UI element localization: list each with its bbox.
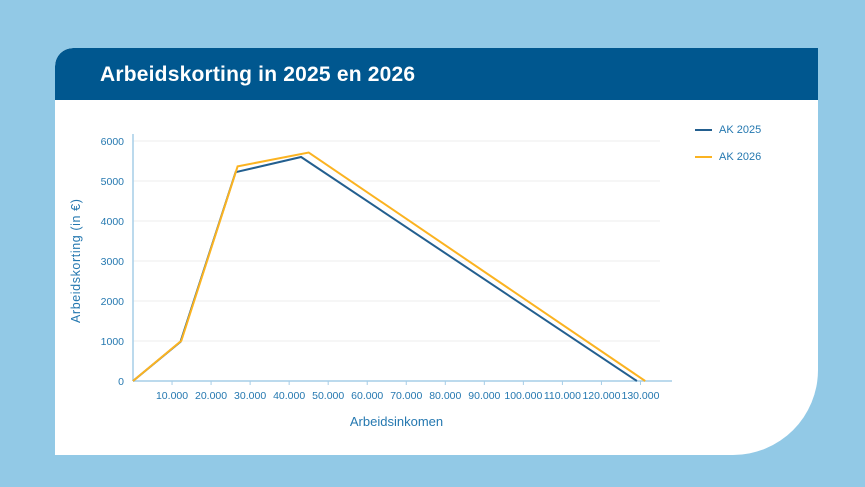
series-line-ak-2025 bbox=[132, 155, 638, 382]
x-tick-label: 50.000 bbox=[312, 390, 344, 402]
x-tick-label: 130.000 bbox=[621, 390, 659, 402]
legend-label-ak-2026: AK 2026 bbox=[719, 151, 762, 163]
x-tick-label: 40.000 bbox=[273, 390, 305, 402]
y-tick-label: 6000 bbox=[101, 136, 125, 148]
legend-swatch-ak-2025 bbox=[695, 129, 712, 131]
x-tick-label: 110.000 bbox=[544, 390, 581, 402]
x-tick-label: 80.000 bbox=[429, 390, 461, 402]
x-tick-label: 90.000 bbox=[468, 390, 500, 402]
x-tick-label: 30.000 bbox=[234, 390, 266, 402]
line-chart: 0 1000 2000 3000 4000 5000 6000 10.000 20.000 30.… bbox=[101, 134, 672, 402]
x-tick-label: 100.000 bbox=[504, 390, 542, 402]
y-tick-label: 5000 bbox=[101, 176, 125, 188]
legend-swatch-ak-2026 bbox=[695, 156, 712, 158]
series-line-ak-2026 bbox=[132, 151, 646, 382]
y-tick-label: 0 bbox=[118, 376, 124, 388]
x-tick-label: 60.000 bbox=[351, 390, 383, 402]
legend-item-ak-2025: AK 2025 bbox=[695, 124, 761, 136]
y-axis-title: Arbeidskorting (in €) bbox=[69, 198, 83, 323]
x-tick-label: 20.000 bbox=[195, 390, 227, 402]
y-tick-label: 3000 bbox=[101, 256, 125, 268]
x-tick-label: 70.000 bbox=[390, 390, 422, 402]
chart-legend: AK 2025 AK 2026 bbox=[695, 124, 761, 163]
y-tick-label: 2000 bbox=[101, 296, 125, 308]
y-tick-label: 4000 bbox=[101, 216, 125, 228]
legend-item-ak-2026: AK 2026 bbox=[695, 151, 761, 163]
chart-header: Arbeidskorting in 2025 en 2026 bbox=[55, 48, 818, 100]
chart-title: Arbeidskorting in 2025 en 2026 bbox=[100, 63, 416, 86]
chart-card: Arbeidskorting in 2025 en 2026 0 1000 2000… bbox=[55, 48, 818, 455]
x-axis-title: Arbeidsinkomen bbox=[349, 414, 444, 429]
x-tick-label: 120.000 bbox=[582, 390, 620, 402]
x-tick-label: 10.000 bbox=[156, 390, 188, 402]
y-tick-label: 1000 bbox=[101, 336, 125, 348]
legend-label-ak-2025: AK 2025 bbox=[719, 124, 762, 136]
